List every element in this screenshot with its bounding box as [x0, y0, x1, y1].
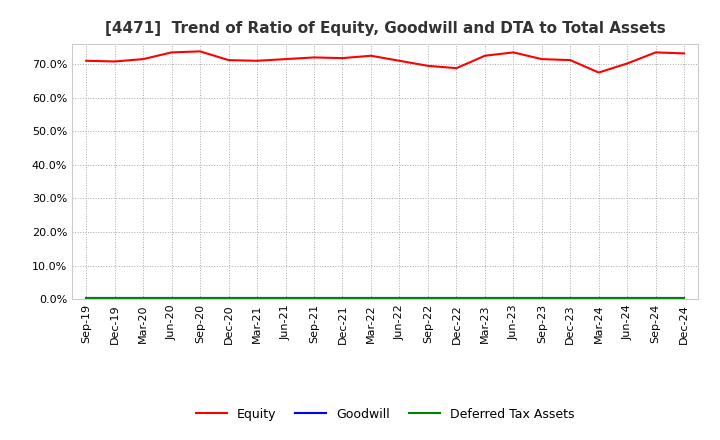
Deferred Tax Assets — [253, 295, 261, 300]
Goodwill — [139, 296, 148, 301]
Deferred Tax Assets — [452, 295, 461, 300]
Goodwill — [310, 296, 318, 301]
Equity — [253, 58, 261, 63]
Deferred Tax Assets — [225, 295, 233, 300]
Goodwill — [225, 296, 233, 301]
Goodwill — [82, 296, 91, 301]
Goodwill — [395, 296, 404, 301]
Goodwill — [253, 296, 261, 301]
Equity — [110, 59, 119, 64]
Goodwill — [680, 296, 688, 301]
Equity — [623, 61, 631, 66]
Deferred Tax Assets — [82, 295, 91, 300]
Equity — [537, 56, 546, 62]
Equity — [139, 56, 148, 62]
Equity — [652, 50, 660, 55]
Goodwill — [595, 296, 603, 301]
Goodwill — [452, 296, 461, 301]
Equity — [423, 63, 432, 69]
Goodwill — [338, 296, 347, 301]
Deferred Tax Assets — [196, 295, 204, 300]
Deferred Tax Assets — [652, 295, 660, 300]
Deferred Tax Assets — [167, 295, 176, 300]
Deferred Tax Assets — [623, 295, 631, 300]
Goodwill — [652, 296, 660, 301]
Goodwill — [423, 296, 432, 301]
Deferred Tax Assets — [395, 295, 404, 300]
Deferred Tax Assets — [480, 295, 489, 300]
Equity — [680, 51, 688, 56]
Equity — [196, 49, 204, 54]
Goodwill — [509, 296, 518, 301]
Equity — [566, 58, 575, 63]
Goodwill — [566, 296, 575, 301]
Deferred Tax Assets — [282, 295, 290, 300]
Deferred Tax Assets — [139, 295, 148, 300]
Goodwill — [282, 296, 290, 301]
Deferred Tax Assets — [566, 295, 575, 300]
Goodwill — [537, 296, 546, 301]
Equity — [167, 50, 176, 55]
Equity — [366, 53, 375, 59]
Deferred Tax Assets — [595, 295, 603, 300]
Goodwill — [167, 296, 176, 301]
Goodwill — [623, 296, 631, 301]
Deferred Tax Assets — [338, 295, 347, 300]
Goodwill — [196, 296, 204, 301]
Line: Equity: Equity — [86, 51, 684, 73]
Equity — [595, 70, 603, 75]
Goodwill — [366, 296, 375, 301]
Equity — [452, 66, 461, 71]
Deferred Tax Assets — [509, 295, 518, 300]
Equity — [395, 58, 404, 63]
Deferred Tax Assets — [366, 295, 375, 300]
Equity — [338, 55, 347, 61]
Legend: Equity, Goodwill, Deferred Tax Assets: Equity, Goodwill, Deferred Tax Assets — [191, 403, 580, 425]
Deferred Tax Assets — [110, 295, 119, 300]
Title: [4471]  Trend of Ratio of Equity, Goodwill and DTA to Total Assets: [4471] Trend of Ratio of Equity, Goodwil… — [105, 21, 665, 36]
Deferred Tax Assets — [310, 295, 318, 300]
Goodwill — [480, 296, 489, 301]
Equity — [225, 58, 233, 63]
Deferred Tax Assets — [680, 295, 688, 300]
Goodwill — [110, 296, 119, 301]
Deferred Tax Assets — [423, 295, 432, 300]
Equity — [480, 53, 489, 59]
Equity — [310, 55, 318, 60]
Equity — [82, 58, 91, 63]
Equity — [509, 50, 518, 55]
Equity — [282, 56, 290, 62]
Deferred Tax Assets — [537, 295, 546, 300]
